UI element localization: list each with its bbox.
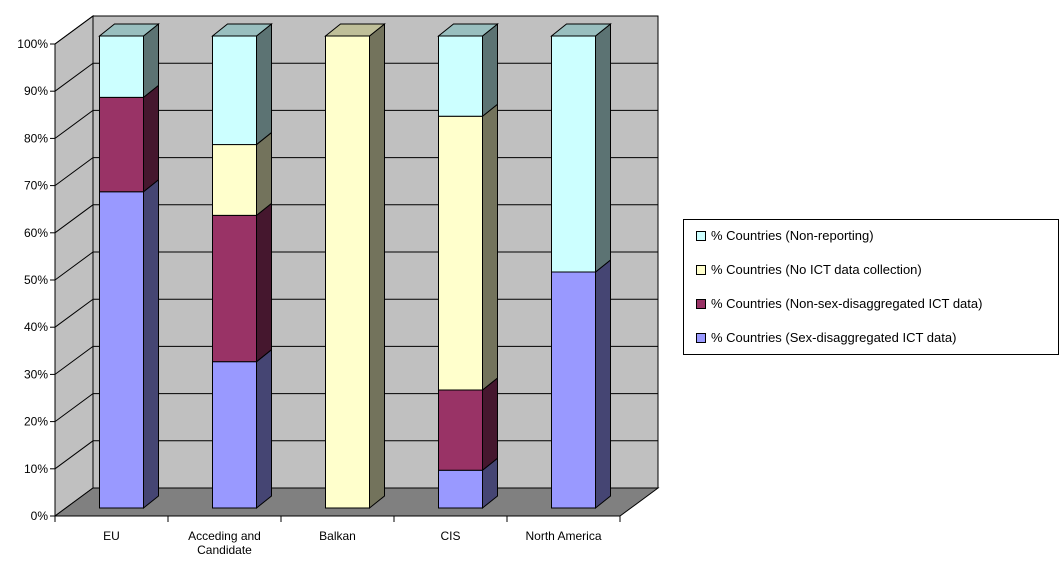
- bar-4-3-front: [551, 35, 596, 273]
- x-category-label: North America: [525, 529, 601, 543]
- x-category-label: EU: [103, 529, 120, 543]
- bar-0-0-front: [99, 191, 144, 509]
- bar-3-2-front: [438, 115, 483, 391]
- bar-0-0-side: [143, 178, 159, 510]
- legend-label: % Countries (Non-reporting): [711, 228, 874, 243]
- y-tick-label: 100%: [17, 37, 48, 51]
- y-tick-label: 60%: [24, 226, 48, 240]
- bar-1-3-side: [256, 22, 272, 146]
- y-tick-label: 50%: [24, 273, 48, 287]
- bar-1-top: [211, 23, 273, 37]
- bar-4-3-side: [595, 22, 611, 274]
- bar-1-2-front: [212, 144, 257, 216]
- bar-3-1-side: [482, 376, 498, 472]
- legend-swatch: [696, 264, 706, 275]
- bar-0-3-front: [99, 35, 144, 98]
- bar-4-top: [550, 23, 612, 37]
- bar-3-top: [437, 23, 499, 37]
- bar-3-3-front: [438, 35, 483, 117]
- bar-2-top: [324, 23, 386, 37]
- y-tick-label: 20%: [24, 415, 48, 429]
- bar-1-2-side: [256, 131, 272, 217]
- legend-item: % Countries (Sex-disaggregated ICT data): [696, 330, 956, 345]
- bar-4-0-front: [551, 271, 596, 509]
- bar-3-3-side: [482, 22, 498, 118]
- legend: % Countries (Non-reporting) % Countries (…: [683, 219, 1059, 355]
- gridline: [54, 15, 658, 45]
- y-tick-label: 30%: [24, 367, 48, 381]
- legend-item: % Countries (No ICT data collection): [696, 262, 922, 277]
- x-category-label: CIS: [440, 529, 460, 543]
- x-category-label: Acceding and Candidate: [188, 529, 261, 557]
- bar-3-2-side: [482, 103, 498, 392]
- y-tick-label: 0%: [31, 509, 49, 523]
- bar-0-1-front: [99, 96, 144, 193]
- bar-2-2-front: [325, 35, 370, 509]
- legend-label: % Countries (No ICT data collection): [711, 262, 922, 277]
- y-tick-label: 40%: [24, 320, 48, 334]
- legend-swatch: [696, 230, 706, 241]
- bar-0-1-side: [143, 84, 159, 193]
- bar-4-0-side: [595, 258, 611, 510]
- bar-1-1-front: [212, 214, 257, 363]
- legend-label: % Countries (Sex-disaggregated ICT data): [711, 330, 957, 345]
- bar-3-0-front: [438, 469, 483, 509]
- bar-0-3-side: [143, 22, 159, 99]
- y-tick-label: 90%: [24, 84, 48, 98]
- legend-item: % Countries (Non-sex-disaggregated ICT d…: [696, 296, 982, 311]
- bar-1-1-side: [256, 202, 272, 363]
- x-category-label: Balkan: [319, 529, 356, 543]
- bar-0-top: [98, 23, 160, 37]
- bar-2-2-side: [369, 22, 385, 510]
- bar-1-0-front: [212, 361, 257, 509]
- legend-label: % Countries (Non-sex-disaggregated ICT d…: [711, 296, 983, 311]
- y-tick-label: 10%: [24, 462, 48, 476]
- legend-item: % Countries (Non-reporting): [696, 228, 874, 243]
- y-tick-label: 80%: [24, 131, 48, 145]
- bar-3-1-front: [438, 389, 483, 471]
- legend-swatch: [696, 298, 706, 309]
- bar-1-0-side: [256, 348, 272, 510]
- bar-1-3-front: [212, 35, 257, 146]
- y-tick-label: 70%: [24, 179, 48, 193]
- legend-swatch: [696, 332, 706, 343]
